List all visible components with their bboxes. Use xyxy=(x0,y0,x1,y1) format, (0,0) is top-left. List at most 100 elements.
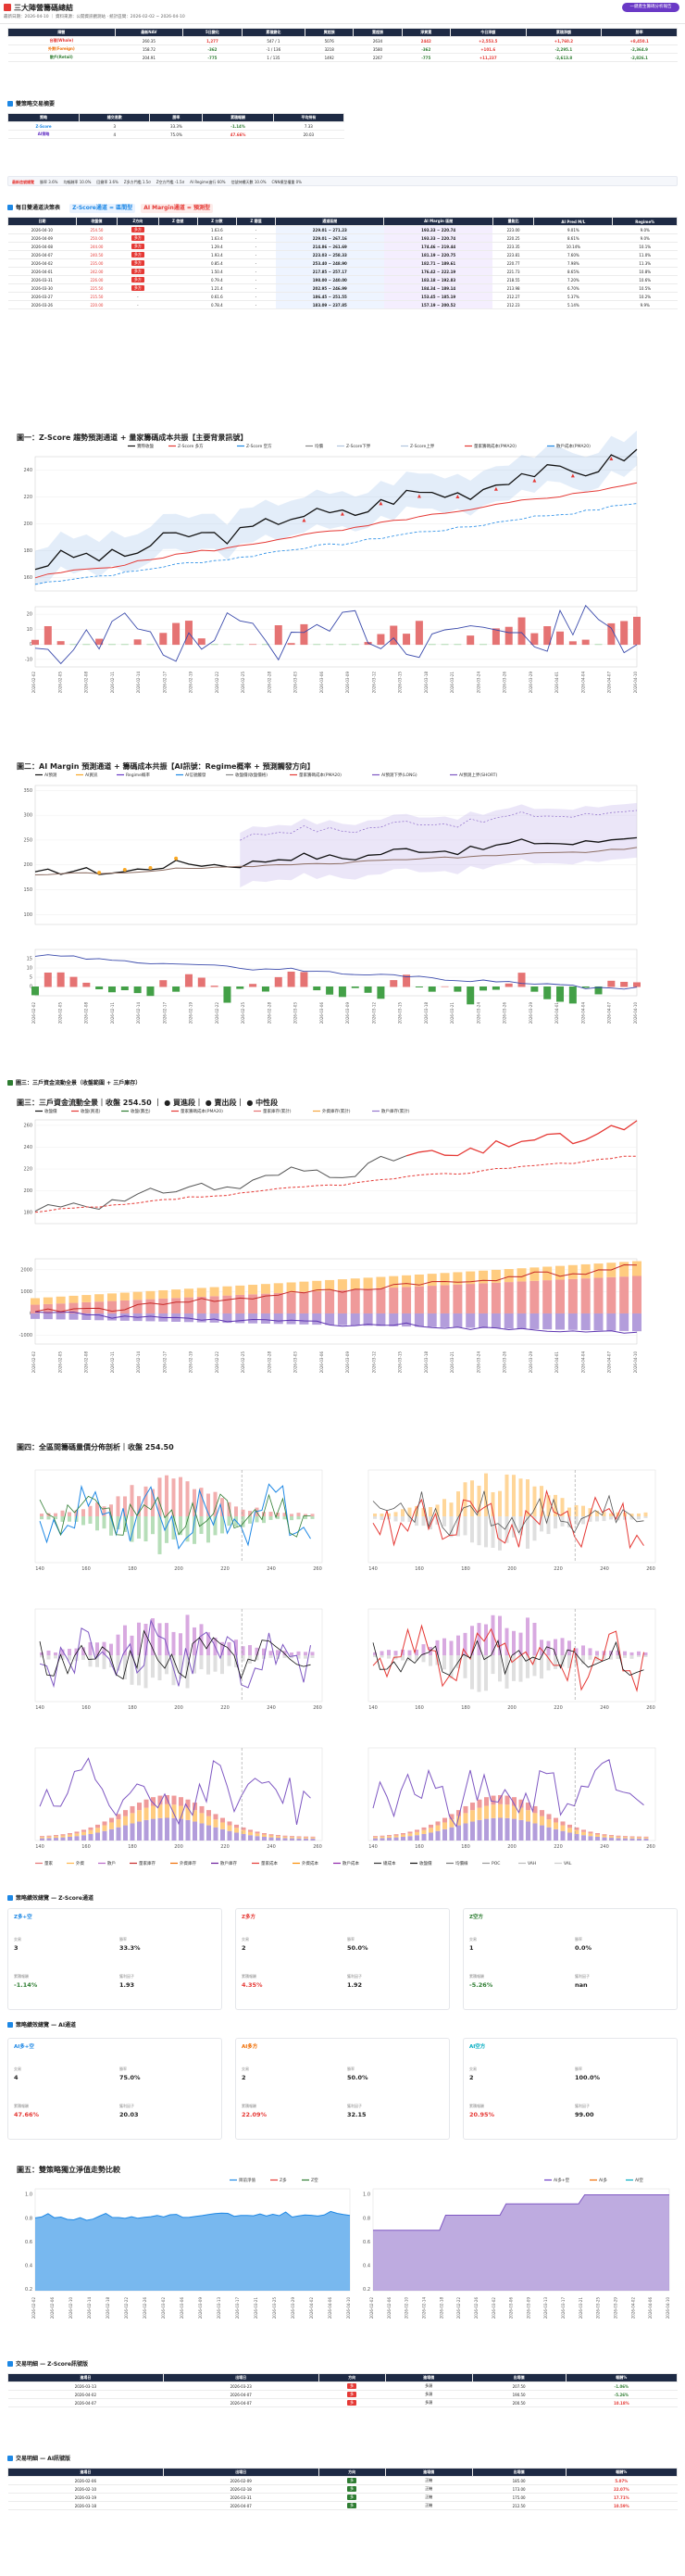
ztrades-section: 交易明細 — Z-Score訊號版 進場日 出場日 方向 進場價 出場價 報酬% 2026-… xyxy=(7,2360,679,2407)
date-tick: 2026-02-14 xyxy=(421,2297,426,2319)
tick-label: 180 xyxy=(128,1705,137,1711)
tick-label: 0 xyxy=(30,985,32,990)
card-value: 1.92 xyxy=(347,1981,363,1989)
bar xyxy=(629,1838,635,1841)
bar xyxy=(449,1516,454,1538)
bar xyxy=(540,1825,544,1841)
table-cell: 254.50 xyxy=(76,225,118,234)
card-label: 勝率 xyxy=(575,1937,582,1941)
bar xyxy=(415,986,423,988)
bar xyxy=(54,1836,58,1839)
bar xyxy=(593,1277,604,1313)
bar xyxy=(248,1645,252,1655)
bar xyxy=(504,1516,509,1543)
table-cell: 8.61% xyxy=(533,233,613,243)
bar xyxy=(146,644,155,646)
table-cell: 10.2% xyxy=(612,292,678,301)
bar xyxy=(526,1803,530,1811)
bar xyxy=(581,986,590,988)
series-line xyxy=(372,1640,644,1677)
legend-label: 量家籌碼成本(PMA20) xyxy=(299,772,342,778)
bar xyxy=(567,1278,578,1313)
legend-label: 量家 xyxy=(44,1860,53,1866)
bar xyxy=(435,1504,440,1516)
table-cell: 9.0% xyxy=(612,225,678,234)
chip-zscore[interactable]: Z-Score通道 = 區間型 xyxy=(69,204,136,213)
bar xyxy=(526,1617,529,1655)
report-button[interactable]: 一鍵產生籌碼分析報告 xyxy=(622,3,679,12)
legend-label: Z-Score下界 xyxy=(346,444,371,449)
table-cell: -2,826.1 xyxy=(601,53,678,62)
card-label: 累積報酬 xyxy=(469,2104,484,2108)
column-header: 累積報酬 xyxy=(202,113,274,122)
square-icon xyxy=(7,2022,13,2028)
table-cell: 213.98 xyxy=(492,283,534,293)
card-value: 22.09% xyxy=(242,2111,268,2118)
bar xyxy=(504,1804,510,1818)
bar xyxy=(68,1302,79,1313)
table-cell: 多方 xyxy=(117,242,159,251)
tick-label: 0.2 xyxy=(25,2287,32,2293)
bar xyxy=(435,1640,440,1655)
tick-label: 220 xyxy=(220,1844,230,1850)
table-cell: 多 xyxy=(318,2493,386,2502)
bar xyxy=(442,1499,446,1516)
date-tick: 2026-02-17 xyxy=(162,1002,167,1024)
bar xyxy=(581,1516,585,1525)
bar xyxy=(151,1797,156,1806)
buy-marker xyxy=(455,494,460,498)
table-row: 台積(Whale) 260.35 1,277 547 / 1 5076 2634 2442 +… xyxy=(7,36,678,45)
tick-label: 140 xyxy=(35,1844,44,1850)
legend-label: 散戶成本(PMA20) xyxy=(556,443,591,449)
bar xyxy=(273,1283,283,1293)
bar xyxy=(326,644,334,646)
summary-section: 陣營 最新NAV 5日變化 累積變化 買超張 賣超張 淨買賣 今日淨額 累積淨額 勝率 台積(Wha… xyxy=(7,28,678,62)
legend-label: AI預測上界(SHORT) xyxy=(459,772,497,778)
bar xyxy=(165,1817,169,1841)
bar xyxy=(159,633,168,646)
bar xyxy=(351,644,359,646)
bar xyxy=(643,1836,649,1838)
bar xyxy=(130,1485,134,1516)
bar xyxy=(606,1276,616,1313)
bar xyxy=(313,644,321,646)
bar xyxy=(268,1516,273,1520)
chart1-svg: 圖一：Z-Score 趨勢預測通道 + 量家籌碼成本共振【主要背景訊號】實際收盤… xyxy=(17,430,641,693)
bar xyxy=(401,1655,405,1661)
square-icon xyxy=(7,1895,13,1901)
bar xyxy=(415,1516,418,1527)
direction-badge: 多 xyxy=(347,2383,357,2389)
bar xyxy=(146,986,155,997)
tick-label: 260 xyxy=(313,1844,322,1850)
bar xyxy=(171,1804,177,1818)
chip-ai[interactable]: AI Margin通道 = 預測型 xyxy=(141,204,213,213)
legend-label: 散戶成本 xyxy=(342,1860,359,1866)
bar xyxy=(82,982,91,987)
card-value: 0.0% xyxy=(575,1944,592,1952)
table-cell: 多 xyxy=(318,2501,386,2510)
table-cell: 2026-04-01 xyxy=(7,267,77,276)
bar xyxy=(172,986,181,992)
bar xyxy=(643,1655,648,1657)
bar xyxy=(120,644,129,646)
bar xyxy=(555,1265,566,1280)
bar xyxy=(157,1477,162,1516)
date-tick: 2026-03-29 xyxy=(291,2297,295,2319)
date-tick: 2026-03-02 xyxy=(161,2297,166,2319)
table-cell: 2442 xyxy=(402,36,451,45)
bar xyxy=(268,1651,273,1655)
column-header: 平均持有 xyxy=(272,113,345,122)
bar xyxy=(171,1817,177,1841)
card-value: -1.14% xyxy=(14,1981,38,1989)
bar xyxy=(137,1821,142,1841)
bar xyxy=(337,1289,347,1313)
bar xyxy=(123,1825,128,1841)
table-cell: 2026-02-18 xyxy=(163,2484,319,2494)
bar xyxy=(568,986,577,1004)
bar xyxy=(179,1797,183,1806)
bar xyxy=(107,644,116,646)
bar xyxy=(313,986,321,991)
table-cell: 2026-03-26 xyxy=(7,300,77,309)
bar xyxy=(484,1624,488,1655)
